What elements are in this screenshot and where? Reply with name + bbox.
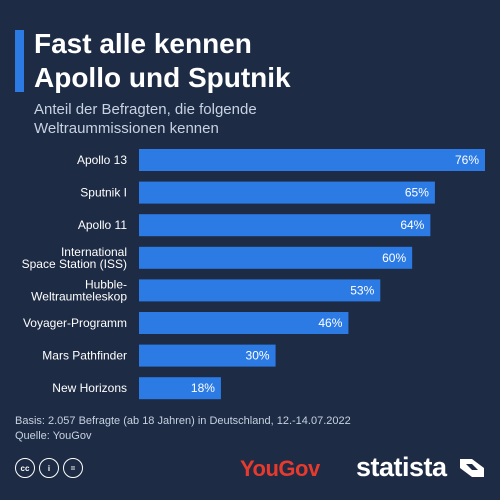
category-label-2: Apollo 11 <box>78 218 127 232</box>
value-label-6: 30% <box>246 349 270 363</box>
category-label-4: Hubble-Weltraumteleskop <box>31 277 127 303</box>
bar-1 <box>139 181 435 204</box>
bar-6 <box>139 344 276 367</box>
attribution-icon[interactable]: i <box>39 458 59 478</box>
no-derivatives-icon[interactable]: = <box>63 458 83 478</box>
chart-title: Fast alle kennen Apollo und Sputnik <box>34 27 474 95</box>
value-label-0: 76% <box>455 153 479 167</box>
category-label-0: Apollo 13 <box>77 153 127 167</box>
chart-subtitle: Anteil der Befragten, die folgende Weltr… <box>34 100 474 138</box>
footer-notes: Basis: 2.057 Befragte (ab 18 Jahren) in … <box>15 414 485 444</box>
bar-2 <box>139 214 431 237</box>
bar-4 <box>139 279 381 302</box>
title-line-2: Apollo und Sputnik <box>34 62 291 93</box>
value-label-4: 53% <box>350 283 374 297</box>
bar-chart: 76% Apollo 13 65% Sputnik I 64% Apollo 11 60% I… <box>22 149 485 400</box>
cc-license-icon[interactable]: cc <box>15 458 35 478</box>
bar-3 <box>139 246 413 269</box>
value-label-5: 46% <box>318 316 342 330</box>
value-label-7: 18% <box>191 381 215 395</box>
source-note: Quelle: YouGov <box>15 430 92 442</box>
value-label-1: 65% <box>405 186 429 200</box>
bar-5 <box>139 312 349 334</box>
category-label-1: Sputnik I <box>80 186 127 200</box>
subtitle-line-2: Weltraummissionen kennen <box>34 120 219 137</box>
bar-0 <box>139 149 485 171</box>
value-label-2: 64% <box>400 218 424 232</box>
license-icons: cc i = <box>15 458 83 478</box>
value-label-3: 60% <box>382 251 406 265</box>
subtitle-line-1: Anteil der Befragten, die folgende <box>34 101 257 118</box>
category-label-5: Voyager-Programm <box>23 316 127 330</box>
category-label-7: New Horizons <box>52 381 127 395</box>
title-line-1: Fast alle kennen <box>34 28 252 59</box>
basis-note: Basis: 2.057 Befragte (ab 18 Jahren) in … <box>15 415 351 427</box>
title-accent-bar <box>15 30 24 92</box>
statista-logo[interactable]: statista <box>356 452 447 482</box>
category-label-6: Mars Pathfinder <box>42 349 127 363</box>
statista-mark-icon <box>460 459 484 477</box>
category-label-3: International Space Station (ISS) <box>22 245 127 271</box>
bar-7 <box>139 377 221 400</box>
yougov-logo: YouGov <box>240 456 320 481</box>
